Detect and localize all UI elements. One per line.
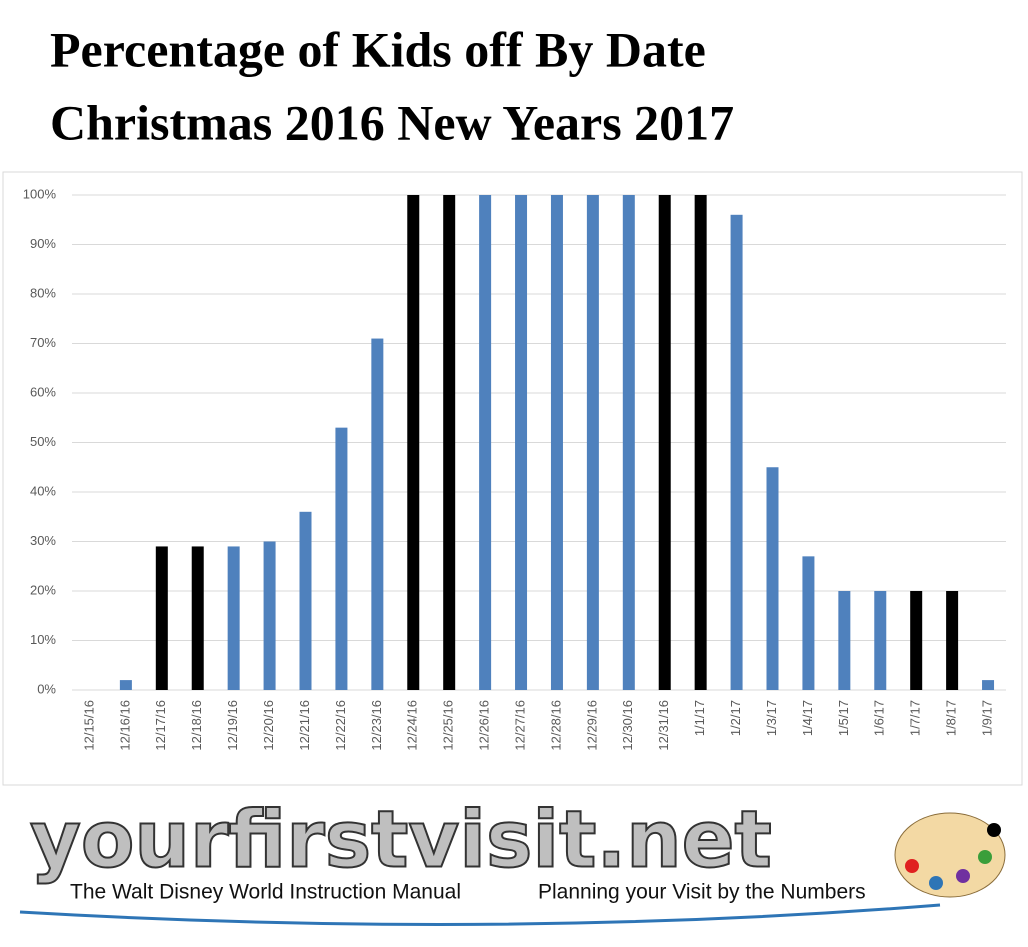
bar: [730, 214, 743, 691]
logo-paint: [987, 823, 1001, 837]
x-tick-label: 12/20/16: [261, 700, 276, 751]
logo-site: yourfirstvisit.net: [30, 795, 772, 885]
chart-title: Christmas 2016 New Years 2017: [50, 94, 734, 150]
x-tick-label: 12/18/16: [189, 700, 204, 751]
y-tick-label: 100%: [23, 186, 57, 201]
x-tick-label: 1/5/17: [836, 700, 851, 736]
bar: [335, 427, 348, 690]
bar: [515, 195, 528, 690]
logo-swoosh: [19, 903, 941, 926]
bar: [263, 541, 276, 690]
y-tick-label: 50%: [30, 434, 56, 449]
x-tick-label: 12/28/16: [548, 700, 563, 751]
x-tick-label: 12/15/16: [81, 700, 96, 751]
x-tick-label: 12/25/16: [441, 700, 456, 751]
x-tick-label: 1/3/17: [764, 700, 779, 736]
x-tick-label: 12/27/16: [512, 700, 527, 751]
y-tick-label: 90%: [30, 236, 56, 251]
bar: [371, 338, 384, 690]
x-tick-label: 1/2/17: [728, 700, 743, 736]
y-tick-label: 60%: [30, 384, 56, 399]
y-tick-label: 0%: [37, 681, 56, 696]
chart-frame: [2, 171, 1023, 786]
x-tick-label: 12/31/16: [656, 700, 671, 751]
logo-paint: [929, 876, 943, 890]
x-tick-label: 12/23/16: [369, 700, 384, 751]
bar: [874, 591, 887, 690]
bar: [479, 195, 492, 690]
logo-paint: [978, 850, 992, 864]
bar: [586, 195, 599, 690]
bar: [910, 591, 923, 690]
logo-tagline: The Walt Disney World Instruction Manual: [70, 881, 461, 904]
x-tick-label: 12/29/16: [584, 700, 599, 751]
bar: [766, 467, 779, 690]
chart-title: Percentage of Kids off By Date: [50, 21, 706, 77]
x-tick-label: 1/1/17: [692, 700, 707, 736]
bar: [407, 195, 420, 690]
x-tick-label: 12/16/16: [117, 700, 132, 751]
bar: [838, 591, 851, 690]
y-tick-label: 80%: [30, 285, 56, 300]
bar: [982, 680, 995, 690]
bar: [299, 511, 312, 690]
x-tick-label: 1/4/17: [800, 700, 815, 736]
x-tick-label: 12/17/16: [153, 700, 168, 751]
bar: [802, 556, 815, 690]
logo: yourfirstvisit.net The Walt Disney World…: [19, 794, 1006, 926]
bar: [155, 546, 168, 690]
bar: [119, 680, 132, 690]
x-tick-label: 1/7/17: [908, 700, 923, 736]
bar: [622, 195, 635, 690]
bar: [658, 195, 671, 690]
y-tick-label: 30%: [30, 533, 56, 548]
y-tick-label: 40%: [30, 483, 56, 498]
x-tick-label: 12/30/16: [620, 700, 635, 751]
x-tick-label: 1/6/17: [872, 700, 887, 736]
bar: [443, 195, 456, 690]
bar: [191, 546, 204, 690]
y-tick-label: 20%: [30, 582, 56, 597]
bar: [946, 591, 959, 690]
x-tick-label: 1/8/17: [944, 700, 959, 736]
bar: [550, 195, 563, 690]
logo-palette: [894, 812, 1006, 898]
x-tick-label: 12/19/16: [225, 700, 240, 751]
x-tick-label: 12/21/16: [297, 700, 312, 751]
x-tick-label: 1/9/17: [979, 700, 994, 736]
x-tick-label: 12/24/16: [405, 700, 420, 751]
x-tick-label: 12/26/16: [477, 700, 492, 751]
bar: [227, 546, 240, 690]
logo-paint: [956, 869, 970, 883]
logo-tagline: Planning your Visit by the Numbers: [538, 881, 866, 904]
y-tick-label: 10%: [30, 632, 56, 647]
logo-paint: [905, 859, 919, 873]
bar: [694, 195, 707, 690]
y-tick-label: 70%: [30, 335, 56, 350]
x-tick-label: 12/22/16: [333, 700, 348, 751]
